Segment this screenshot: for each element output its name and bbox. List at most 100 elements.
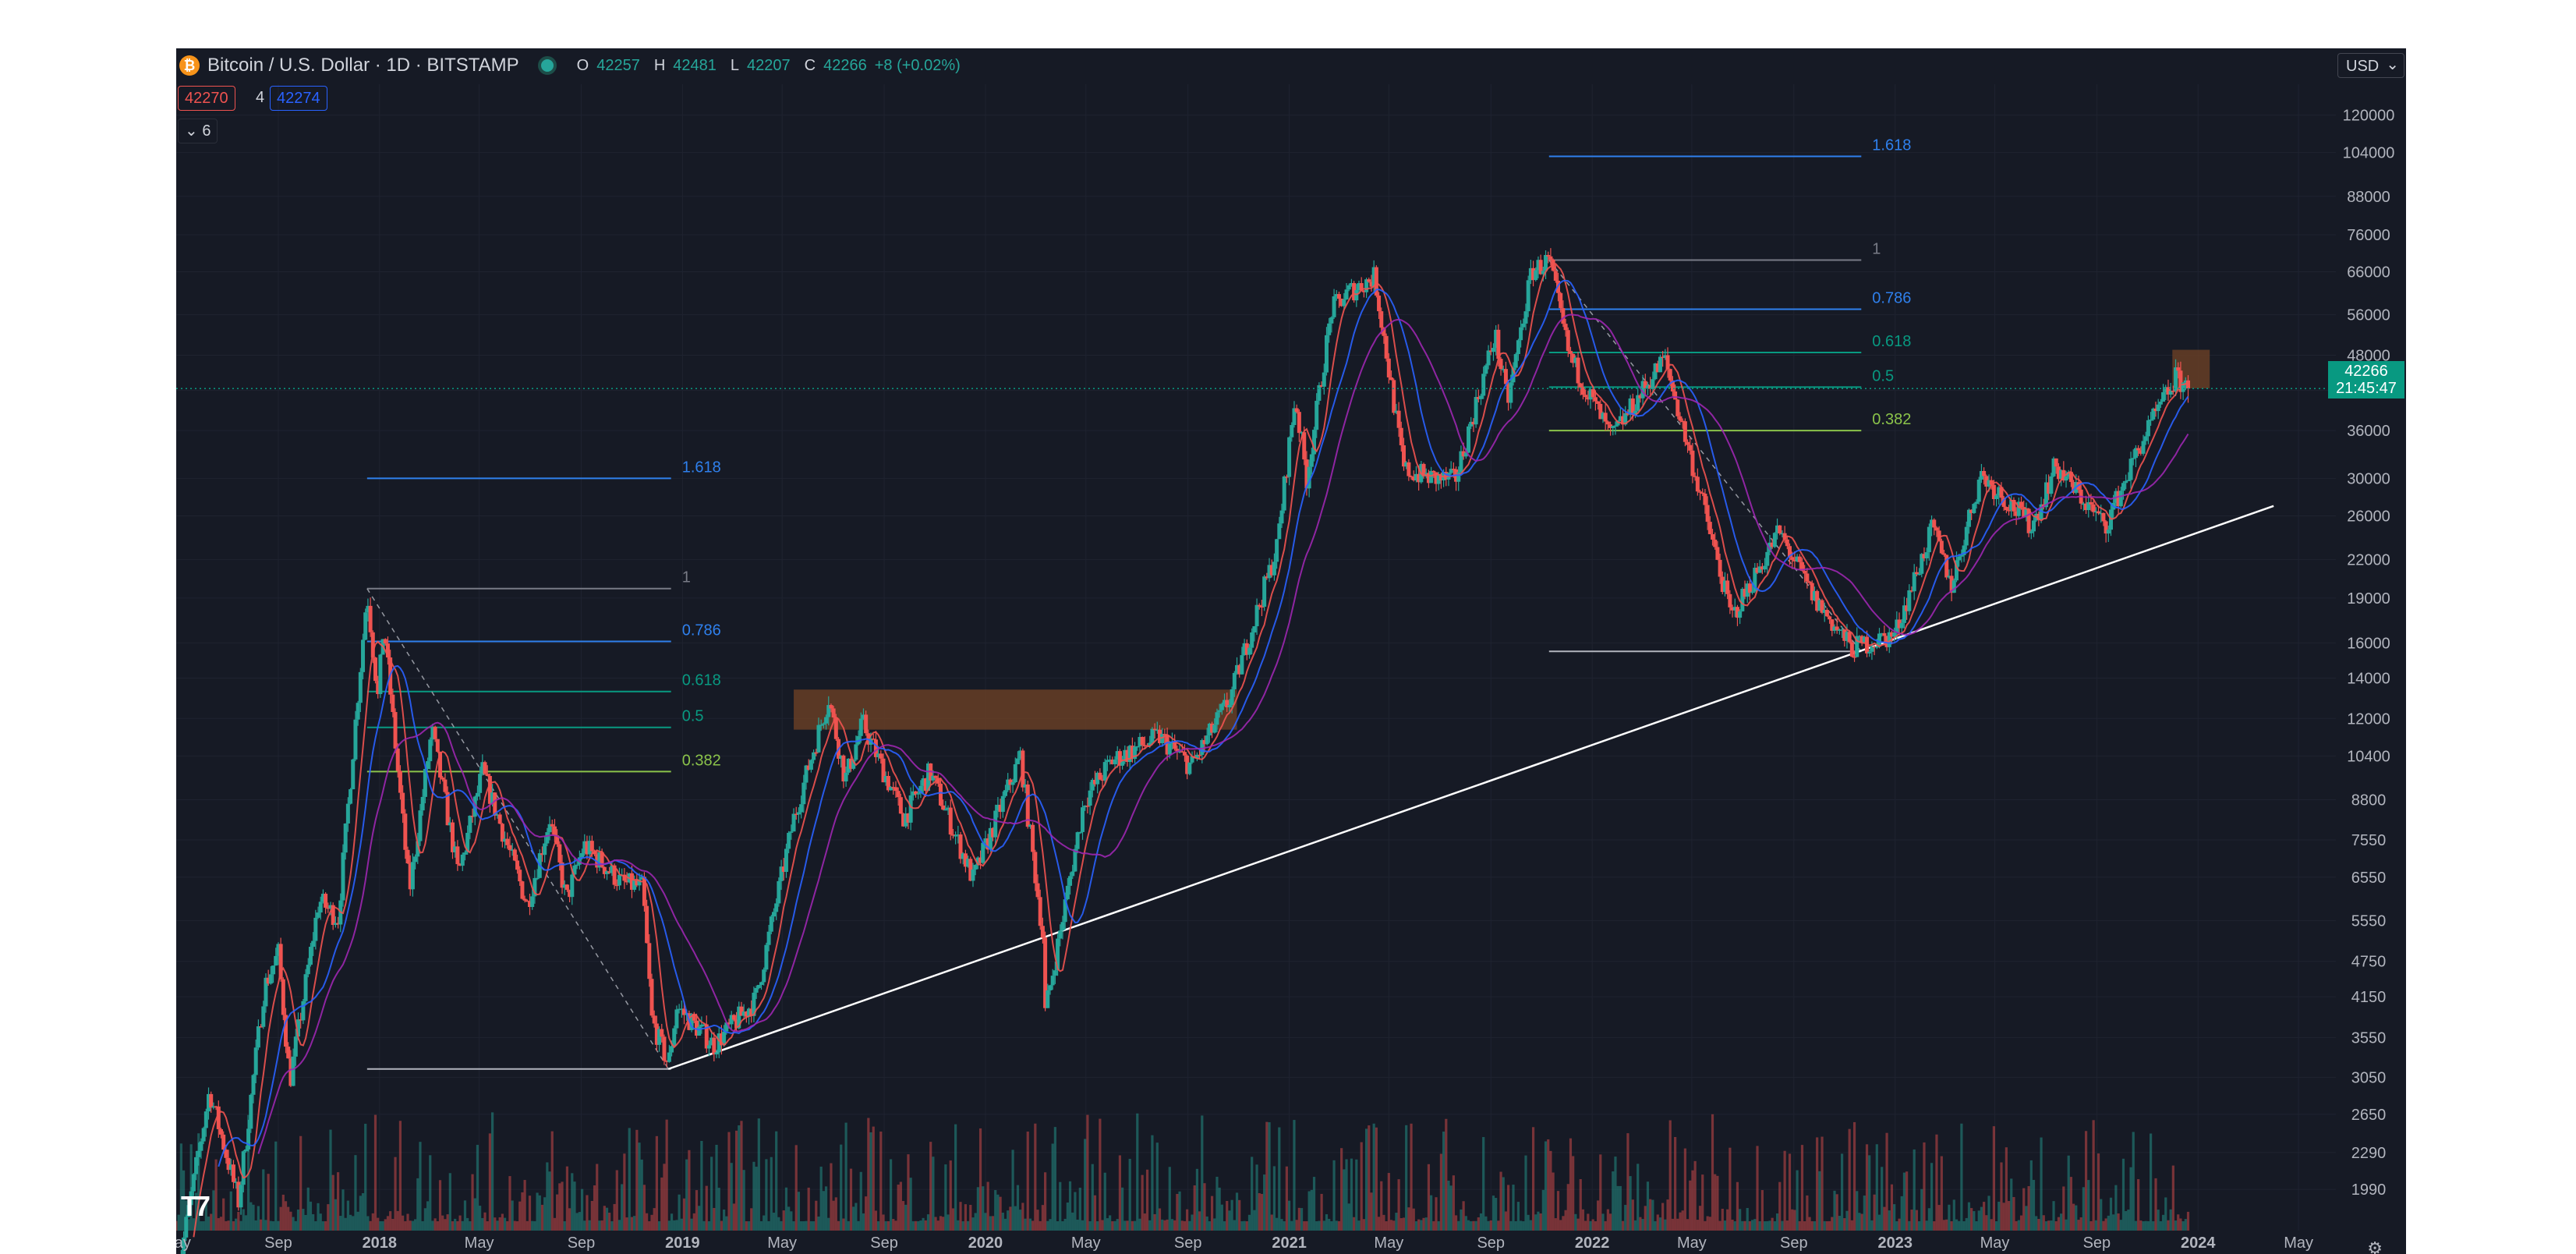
candle-body [1643,381,1647,388]
candle-body [1275,539,1279,562]
volume-bar [1569,1138,1573,1231]
volume-bar [2012,1196,2015,1231]
candle-body [2121,483,2125,491]
volume-bar [1320,1193,1323,1231]
candle-body [1494,329,1499,349]
candle-body [199,1141,203,1151]
candle-body [1300,432,1304,434]
symbol-title[interactable]: Bitcoin / U.S. Dollar · 1D · BITSTAMP [207,55,519,76]
ask-price-button[interactable]: 42274 [270,86,327,111]
candle-body [1478,395,1483,399]
candle-body [1553,271,1558,281]
candle-body [1867,651,1872,654]
volume-bar [1714,1174,1717,1231]
candle-body [2099,512,2104,515]
candle-body [1237,664,1242,675]
currency-select[interactable]: USD ⌄ [2337,53,2404,78]
candle-body [699,1024,704,1027]
volume-bar [536,1192,539,1231]
candle-body [1651,379,1655,389]
y-tick-label: 2650 [2351,1107,2387,1124]
volume-bar [1895,1220,1898,1231]
candle-body [1653,363,1658,380]
volume-bar [214,1159,218,1231]
price-chart[interactable]: 1.61810.7860.6180.50.3821.61810.7860.618… [176,48,2406,1254]
y-tick-label: 30000 [2347,470,2390,487]
candle-body [1252,626,1257,632]
volume-bar [879,1131,883,1231]
candle-body [914,791,918,795]
candle-body [664,1061,669,1062]
volume-bar [2152,1220,2155,1231]
gear-icon[interactable]: ⚙ [2367,1238,2383,1254]
candle-body [1474,397,1478,425]
volume-bar [1328,1218,1331,1231]
candle-body [1544,254,1548,271]
candle-body [1693,476,1697,477]
candle-body [791,813,796,832]
volume-bar [1208,1220,1211,1231]
tradingview-logo-icon[interactable]: T7 [181,1190,211,1222]
volume-bar [747,1220,751,1231]
candle-body [1966,509,1971,527]
volume-bar [667,1220,671,1231]
candle-body [2126,480,2131,482]
volume-bar [1581,1209,1585,1231]
candle-body [1292,408,1297,426]
candle-body [1698,491,1703,493]
candle-body [766,931,771,945]
volume-bar [802,1220,805,1231]
candle-body [1984,476,1989,487]
volume-bar [819,1166,823,1231]
indicators-toggle[interactable]: ⌄ 6 [178,119,218,143]
volume-bar [431,1220,434,1231]
volume-bar [1031,1220,1035,1231]
volume-bar [894,1220,897,1231]
fib-diagonal [366,588,669,1070]
volume-bar [1056,1220,1060,1231]
candle-body [1638,395,1643,399]
volume-bar [352,1216,355,1231]
candle-body [470,816,475,817]
volume-bar [1136,1113,1139,1231]
volume-bar [1601,1213,1605,1231]
volume-bar [1283,1220,1286,1231]
candle-body [1991,484,1996,499]
volume-bar [287,1206,290,1231]
volume-bar [648,1220,651,1231]
volume-bar [1088,1220,1092,1231]
candle-body [824,717,829,724]
volume-bar [752,1161,755,1231]
volume-bar [745,1220,748,1231]
chart-window[interactable]: 1.618 1 0.786 0.618 0.5 0.382 1.618 1 0.786 0.618… [176,48,2406,1254]
volume-bar [638,1142,641,1231]
volume-bar [1633,1220,1637,1231]
market-status-icon[interactable] [537,56,557,75]
volume-bar [1121,1187,1124,1231]
candle-body [465,832,470,853]
volume-bar [964,1204,968,1231]
volume-bar [1265,1121,1269,1231]
candle-body [1120,760,1125,766]
volume-bar [571,1173,574,1231]
volume-bar [834,1197,837,1231]
fib-level-label: 0.5 [1872,367,1894,384]
candle-body [2009,499,2014,511]
volume-bar [1674,1136,1677,1231]
candle-body [433,726,437,739]
support-trendline[interactable] [667,505,2274,1070]
candle-body [1077,831,1082,834]
candle-body [983,838,988,843]
volume-bar [538,1195,541,1231]
volume-bar [2027,1185,2030,1231]
candle-body [1167,743,1172,755]
volume-bar [926,1214,930,1231]
candle-body [2171,390,2175,392]
candle-body [729,1015,734,1025]
candle-body [495,814,500,816]
candle-body [1048,985,1053,990]
volume-bar [461,1220,464,1231]
open-value: 42257 [596,56,640,74]
bid-price-button[interactable]: 42270 [178,86,235,111]
volume-bar [1432,1220,1435,1231]
